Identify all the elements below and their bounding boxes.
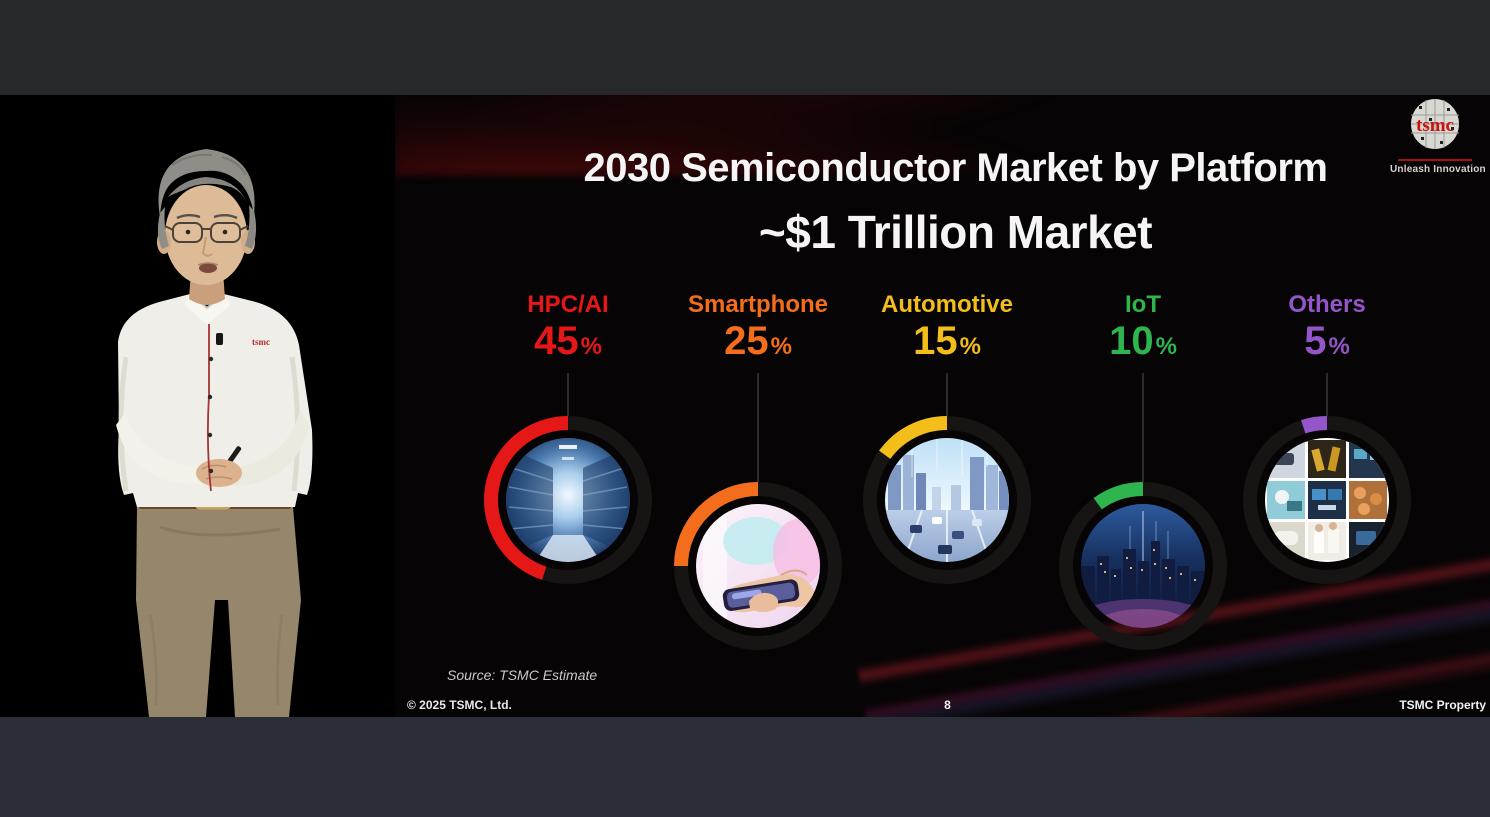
iot-ring-chart [1059,482,1227,650]
connector-line [1142,373,1144,482]
logo-rule [1398,159,1472,161]
shirt-tsmc-logo: tsmc [252,337,270,347]
platform-label: Smartphone [687,291,828,318]
lapel-microphone [216,333,223,345]
platform-others: Others 5% [1232,291,1422,691]
letterbox-bottom [0,717,1490,817]
slide-subtitle: ~$1 Trillion Market [758,206,1153,258]
page-number: 8 [944,698,951,712]
night-city-photo [1081,504,1205,628]
presenter-glasses [164,222,249,243]
connector-line [946,373,948,416]
connector-line [567,373,569,416]
others-ring-chart [1243,416,1411,584]
ring-arc [1301,416,1328,434]
logo-tagline: Unleash Innovation [1390,164,1486,175]
presenter-face [165,185,247,285]
platform-automotive: Automotive 15% [852,291,1042,691]
platform-label: Automotive [881,291,1013,318]
platform-hpc-ai: HPC/AI 45% [473,291,663,691]
platform-value: 45% [534,319,602,363]
presentation-slide: tsmc Unleash Innovation 2030 Semiconduct… [395,95,1490,717]
hpc-ai-ring-chart [484,416,652,584]
platform-label: HPC/AI [527,291,609,318]
footer-property: TSMC Property [1399,698,1486,712]
connector-line [757,373,759,482]
presenter-hands [196,459,242,487]
automotive-ring-chart [863,416,1031,584]
platform-value: 25% [724,319,792,363]
presenter-illustration: tsmc [0,95,395,717]
presenter-mouth [199,263,217,273]
ring-arc [879,416,948,460]
applications-collage-photo [1265,438,1389,562]
presenter-video: tsmc [0,95,395,717]
platform-label: IoT [1125,291,1161,318]
platform-value: 10% [1109,319,1177,363]
platform-value: 15% [913,319,981,363]
smartphone-photo [696,504,820,628]
slide-title: 2030 Semiconductor Market by Platform [583,146,1328,190]
footer-copyright: © 2025 TSMC, Ltd. [407,698,512,712]
data-center-photo [506,438,630,562]
highway-photo [885,438,1009,562]
ring-arc [484,416,569,580]
platform-label: Others [1288,291,1366,318]
platform-iot: IoT 10% [1048,291,1238,691]
presenter-trousers [136,507,301,717]
platform-smartphone: Smartphone 25% [663,291,853,691]
smartphone-ring-chart [674,482,842,650]
ring-arc [674,482,759,567]
tsmc-wafer-icon: tsmc [1411,99,1459,149]
platform-value: 5% [1304,319,1350,363]
presenter-shirt [118,294,313,507]
ring-arc [1093,482,1144,510]
presenter-hair [158,149,255,217]
connector-line [1326,373,1328,416]
tsmc-logo: tsmc Unleash Innovation [1390,97,1486,175]
tsmc-logo-text: tsmc [1416,115,1454,136]
source-note: Source: TSMC Estimate [447,667,598,683]
